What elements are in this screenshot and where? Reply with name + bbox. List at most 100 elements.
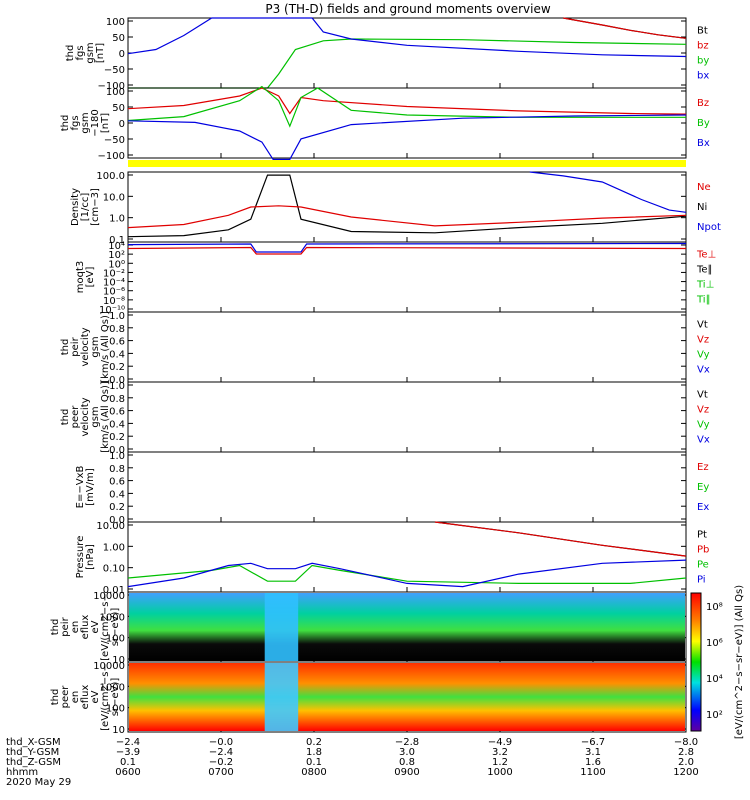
y-axis-label-line: fgs bbox=[75, 45, 86, 60]
y-tick-label: 0.2 bbox=[109, 432, 125, 443]
panel-peer_spec: 10000100010010thdpeerenefluxeV[eV/(cm2−s… bbox=[50, 661, 687, 736]
legend-entry: Pe bbox=[697, 560, 709, 571]
y-tick-label: 0.6 bbox=[109, 407, 125, 418]
y-axis-label-line: [nPa] bbox=[85, 544, 96, 570]
y-tick-label: 10.0 bbox=[103, 192, 125, 203]
legend-entry: Vz bbox=[697, 405, 709, 416]
y-tick-label: 1.00 bbox=[103, 542, 125, 553]
y-axis-label: thdpeervelocitygsm[km/s (All Qs)] bbox=[60, 381, 111, 453]
series-line-Ti bbox=[127, 242, 687, 253]
y-tick-label: 10000 bbox=[93, 661, 125, 672]
x-axis-value: 2.0 bbox=[678, 757, 694, 768]
y-axis-label-line: peir bbox=[70, 336, 81, 356]
x-axis-value: 1.8 bbox=[306, 747, 322, 758]
x-axis-value: 2.8 bbox=[678, 747, 694, 758]
x-axis-value: 0.1 bbox=[306, 757, 322, 768]
legend-entry: Vx bbox=[697, 365, 710, 376]
legend-entry: Te⊥ bbox=[696, 250, 716, 261]
y-axis-label-line: moqt3 bbox=[75, 261, 86, 294]
legend-entry: Ey bbox=[697, 482, 709, 493]
series-line-Bx bbox=[127, 114, 687, 160]
legend-entry: Ne bbox=[697, 182, 711, 193]
y-tick-label: 10⁴ bbox=[108, 241, 125, 252]
series-line-Bz bbox=[127, 87, 687, 115]
legend-entry: Vt bbox=[697, 390, 708, 401]
y-tick-label: 0.6 bbox=[109, 337, 125, 348]
y-tick-label: 10⁻² bbox=[103, 268, 125, 279]
y-tick-label: 0.1 bbox=[109, 235, 125, 246]
colorbar-label: [eV/(cm^2−s−sr−eV)] (All Qs) bbox=[734, 585, 745, 739]
y-axis-label-line: eV bbox=[90, 620, 101, 633]
y-tick-label: 10⁻⁶ bbox=[103, 287, 125, 298]
legend-entry: Vx bbox=[697, 435, 710, 446]
x-axis-value: 1000 bbox=[487, 767, 512, 778]
panel-pressure: 10.00 1.00 0.10 0.01 Pressure[nPa] Pt Pb Pe Pi bbox=[75, 521, 709, 596]
y-axis-label-line: sr−eV)] bbox=[110, 678, 121, 717]
y-axis-label-line: thd bbox=[60, 409, 71, 426]
legend-entry: by bbox=[697, 56, 709, 67]
y-tick-label: 50 bbox=[112, 33, 125, 44]
y-axis-label: Pressure[nPa] bbox=[75, 536, 96, 579]
x-axis-value: −4.9 bbox=[488, 737, 512, 748]
legend-entry: Bt bbox=[697, 26, 708, 37]
y-tick-label: 10 bbox=[112, 655, 125, 666]
y-tick-label: 1.0 bbox=[109, 214, 125, 225]
series-line-by bbox=[128, 38, 687, 89]
y-tick-label: 100 bbox=[106, 634, 125, 645]
y-tick-label: 0.0 bbox=[109, 515, 125, 526]
y-tick-label: 0.0 bbox=[109, 445, 125, 456]
panel-frame bbox=[127, 87, 687, 159]
y-axis-label-line: eflux bbox=[80, 615, 91, 640]
x-axis-value: 3.0 bbox=[399, 747, 415, 758]
y-tick-label: 0.2 bbox=[109, 502, 125, 513]
y-tick-label: 0.6 bbox=[109, 477, 125, 488]
y-axis-label-line: [nT] bbox=[95, 43, 106, 63]
y-tick-label: −100 bbox=[98, 81, 125, 92]
y-axis-label-line: en bbox=[70, 621, 81, 634]
x-axis-row-label: thd_Z-GSM bbox=[6, 757, 61, 768]
y-axis-label-line: thd bbox=[60, 339, 71, 356]
x-axis-value: 1.6 bbox=[585, 757, 601, 768]
legend-entry: Te∥ bbox=[696, 265, 713, 276]
y-axis-label-line: thd bbox=[50, 619, 61, 636]
y-axis-label-line: gsm bbox=[85, 42, 96, 63]
colorbar-tick-label: 10⁶ bbox=[706, 638, 723, 649]
x-axis-row-label: thd_X-GSM bbox=[6, 737, 61, 748]
x-axis-labels: thd_X-GSM −2.4 −0.0 0.2 −2.8 −4.9 −6.7 −8.0thd_… bbox=[6, 737, 699, 788]
y-axis-label-line: [cm−3] bbox=[90, 188, 101, 226]
x-axis-value: 3.2 bbox=[492, 747, 508, 758]
y-tick-label: 0.4 bbox=[109, 349, 125, 360]
panel-frame bbox=[127, 241, 687, 313]
series-line-Ne bbox=[127, 205, 687, 229]
series-line-bz bbox=[563, 17, 687, 39]
y-tick-label: 1000 bbox=[100, 612, 125, 623]
electron-spectrogram bbox=[129, 663, 685, 731]
x-axis-value: −0.2 bbox=[209, 757, 233, 768]
y-tick-label: 0.10 bbox=[103, 564, 125, 575]
y-axis-label-line: eflux bbox=[80, 685, 91, 710]
y-axis-label-line: [eV/(cm2−s− bbox=[100, 663, 111, 731]
y-tick-label: 0.8 bbox=[109, 324, 125, 335]
y-tick-label: 100.0 bbox=[96, 171, 125, 182]
y-tick-label: 10⁰ bbox=[108, 259, 125, 270]
x-axis-value: 1.2 bbox=[492, 757, 508, 768]
y-tick-label: 10000 bbox=[93, 591, 125, 602]
legend-entry: bx bbox=[697, 71, 709, 82]
panel-efield: 1.0 0.8 0.60.4 0.2 0.0 E=−VxB[mV/m] Ez Ey Ex bbox=[75, 451, 709, 526]
colorbar bbox=[690, 592, 702, 732]
y-tick-label: 10⁻⁴ bbox=[103, 278, 125, 289]
y-tick-label: 0.8 bbox=[109, 464, 125, 475]
y-tick-label: 50 bbox=[112, 103, 125, 114]
ion-spectrogram-center bbox=[264, 593, 299, 661]
y-axis-label-line: sr−eV)] bbox=[110, 608, 121, 647]
y-axis-label: moqt3[eV] bbox=[75, 261, 96, 294]
panel-frame bbox=[127, 311, 687, 383]
legend-entry: Vy bbox=[697, 420, 710, 431]
y-axis-label-line: [mV/m] bbox=[85, 468, 96, 506]
y-axis-label: thdpeirvelocitygsm[km/s (All Qs)] bbox=[60, 311, 111, 383]
y-axis-label-line: velocity bbox=[80, 327, 91, 366]
y-axis-label-line: peer bbox=[70, 405, 81, 429]
x-axis-value: 3.1 bbox=[585, 747, 601, 758]
y-axis-label-line: Pressure bbox=[75, 536, 86, 579]
y-axis-label: E=−VxB[mV/m] bbox=[75, 466, 96, 509]
